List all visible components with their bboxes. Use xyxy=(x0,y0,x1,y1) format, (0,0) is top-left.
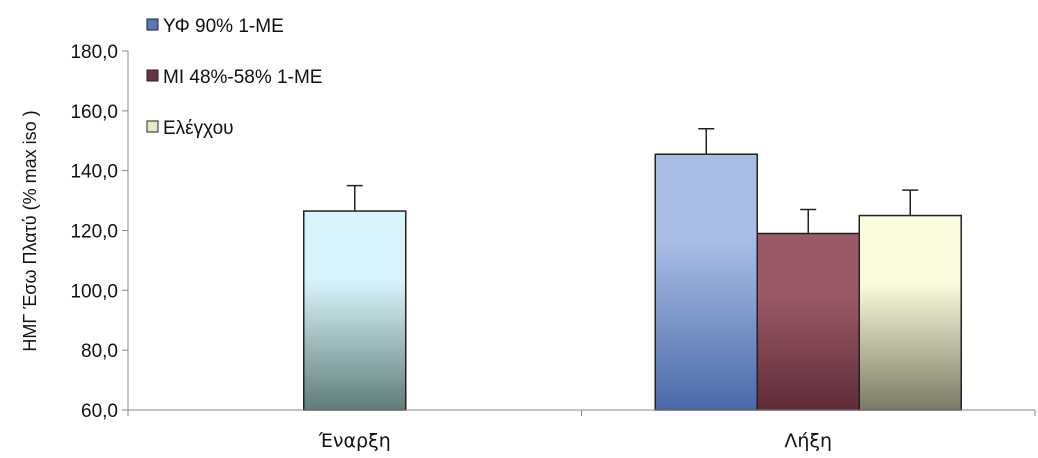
y-axis-title: ΗΜΓ Έσω Πλατύ (% max iso ) xyxy=(20,110,40,351)
x-tick-label: Λήξη xyxy=(784,430,832,452)
y-tick-label: 180,0 xyxy=(70,42,118,63)
y-tick-label: 160,0 xyxy=(70,102,118,123)
legend: ΥΦ 90% 1-ΜΕ ΜΙ 48%-58% 1-ΜΕ Ελέγχου xyxy=(146,16,322,139)
plot-area xyxy=(303,128,962,411)
x-axis: Έναρξη Λήξη xyxy=(127,409,1036,452)
y-tick-label: 120,0 xyxy=(70,222,118,243)
bar xyxy=(303,210,407,411)
y-tick-label: 80,0 xyxy=(81,341,118,362)
bar xyxy=(756,232,860,411)
y-tick-label: 100,0 xyxy=(70,281,118,302)
legend-swatch xyxy=(146,69,159,82)
legend-swatch xyxy=(146,120,159,133)
y-axis: 60,0 80,0 100,0 120,0 140,0 160,0 180,0 xyxy=(70,42,129,422)
legend-label: Ελέγχου xyxy=(163,118,234,139)
x-tick-label: Έναρξη xyxy=(318,430,391,452)
y-tick-label: 60,0 xyxy=(81,401,118,422)
legend-label: ΥΦ 90% 1-ΜΕ xyxy=(163,16,284,37)
bar xyxy=(858,214,962,411)
y-tick-label: 140,0 xyxy=(70,162,118,183)
legend-swatch xyxy=(146,18,159,31)
bar xyxy=(654,153,758,411)
legend-label: ΜΙ 48%-58% 1-ΜΕ xyxy=(163,67,322,88)
